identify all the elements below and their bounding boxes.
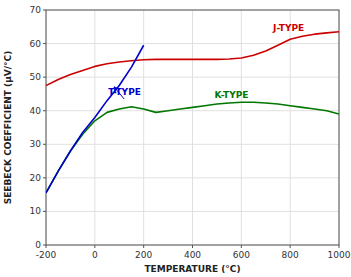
grid-line-x	[192, 10, 193, 245]
tick-y	[43, 10, 46, 11]
tick-label-x: 200	[135, 250, 152, 260]
curve-label: T-TYPE	[108, 87, 141, 97]
tick-label-y: 60	[30, 39, 42, 49]
tick-label-y: 40	[30, 106, 42, 116]
curve-label: K-TYPE	[214, 90, 248, 100]
grid-line-y	[46, 43, 339, 44]
series-line	[46, 45, 144, 193]
grid-line-y	[46, 110, 339, 111]
chart: -20002004006008001000010203040506070TEMP…	[0, 0, 351, 277]
grid-line-y	[46, 177, 339, 178]
series-line	[46, 102, 339, 193]
curve-label: J-TYPE	[272, 23, 304, 33]
plot-frame	[46, 10, 339, 245]
tick-label-y: 20	[30, 173, 42, 183]
grid-line-y	[46, 77, 339, 78]
tick-y	[43, 110, 46, 111]
tick-label-y: 70	[30, 5, 42, 15]
grid-line-x	[241, 10, 242, 245]
tick-x	[143, 245, 144, 248]
tick-label-x: 600	[233, 250, 250, 260]
grid-line-y	[46, 211, 339, 212]
tick-y	[43, 211, 46, 212]
tick-label-x: 800	[282, 250, 299, 260]
tick-label-y: 0	[35, 240, 41, 250]
tick-label-y: 10	[30, 206, 42, 216]
tick-label-y: 50	[30, 72, 42, 82]
axes: -20002004006008001000010203040506070	[30, 5, 351, 260]
grid-line-y	[46, 144, 339, 145]
tick-y	[43, 245, 46, 246]
x-axis-label: TEMPERATURE (°C)	[144, 264, 240, 274]
tick-label-y: 30	[30, 139, 42, 149]
tick-y	[43, 177, 46, 178]
tick-y	[43, 144, 46, 145]
tick-label-x: 0	[92, 250, 98, 260]
tick-label-x: 1000	[328, 250, 351, 260]
grid	[46, 10, 339, 245]
grid-line-x	[94, 10, 95, 245]
tick-y	[43, 77, 46, 78]
y-axis-label: SEEBECK COEFFICIENT (μV/°C)	[3, 51, 13, 205]
tick-x	[290, 245, 291, 248]
tick-x	[94, 245, 95, 248]
tick-label-x: -200	[36, 250, 57, 260]
grid-line-x	[290, 10, 291, 245]
tick-y	[43, 43, 46, 44]
tick-x	[241, 245, 242, 248]
tick-x	[339, 245, 340, 248]
tick-label-x: 400	[184, 250, 201, 260]
plot-data	[46, 32, 339, 193]
tick-x	[192, 245, 193, 248]
series-line	[46, 32, 339, 86]
